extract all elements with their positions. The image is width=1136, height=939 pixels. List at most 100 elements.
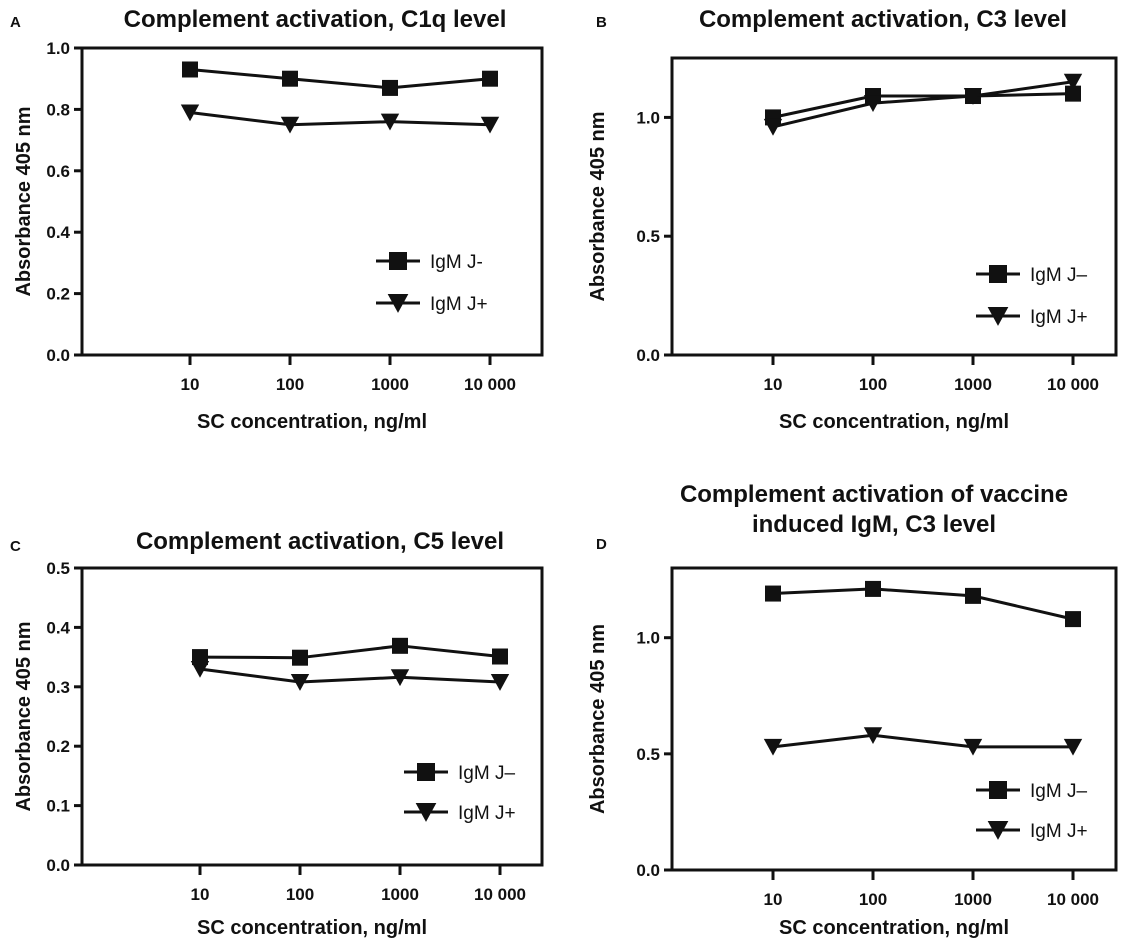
y-tick-label: 0.4 xyxy=(46,618,70,637)
panel-b: B Complement activation, C3 level 0.0 0.5… xyxy=(568,0,1136,440)
triangle-marker xyxy=(490,674,510,691)
chart-title: Complement activation, C3 level xyxy=(698,6,1068,33)
triangle-marker xyxy=(963,738,983,756)
chart-title: Complement activation, C1q level xyxy=(123,6,507,33)
panel-letter: A xyxy=(10,14,21,31)
x-axis-label: SC concentration, ng/ml xyxy=(779,411,1009,433)
y-tick-label: 0.4 xyxy=(46,223,70,242)
legend: IgM J- IgM J+ xyxy=(376,252,488,315)
x-tick-label: 10 xyxy=(181,375,200,394)
panel-d: D Complement activation of vaccine induc… xyxy=(568,480,1136,939)
plot-area: 0.0 0.5 1.0 10 100 1000 10 000 SC concentration… xyxy=(587,566,1118,939)
y-axis-label: Absorbance 405 nm xyxy=(587,624,609,814)
triangle-marker xyxy=(190,660,210,678)
square-marker xyxy=(392,637,408,654)
legend-marker xyxy=(987,821,1009,840)
axis-frame xyxy=(670,56,1118,357)
y-tick-label: 0.8 xyxy=(46,100,70,119)
square-marker xyxy=(865,580,881,597)
legend-label: IgM J– xyxy=(1030,781,1087,802)
panel-a: A Complement activation, C1q level 0.0 0.… xyxy=(0,0,568,440)
plot-area: 0.0 0.5 1.0 10 100 1000 10 000 SC concentration… xyxy=(587,56,1118,433)
panel-letter: D xyxy=(596,536,607,553)
y-tick-label: 0.5 xyxy=(636,227,660,246)
x-tick-label: 100 xyxy=(859,375,887,394)
y-tick-label: 0.0 xyxy=(46,346,70,365)
square-marker xyxy=(382,79,398,96)
legend-label: IgM J+ xyxy=(1030,307,1088,328)
legend-label: IgM J+ xyxy=(458,803,516,824)
triangle-marker xyxy=(863,95,883,112)
x-tick-label: 100 xyxy=(286,885,314,904)
legend-marker xyxy=(989,265,1007,283)
series-line-2 xyxy=(189,110,491,127)
triangle-marker xyxy=(863,727,883,745)
legend-marker xyxy=(387,294,409,313)
y-tick-label: 1.0 xyxy=(636,629,660,648)
x-tick-label: 10 xyxy=(764,890,783,909)
y-tick-label: 1.0 xyxy=(46,39,70,58)
y-tick-label: 1.0 xyxy=(636,108,660,127)
y-tick-label: 0.5 xyxy=(46,559,70,578)
square-marker xyxy=(1065,85,1081,102)
y-axis-label: Absorbance 405 nm xyxy=(13,621,35,811)
square-marker xyxy=(282,70,298,87)
legend-marker xyxy=(987,307,1009,326)
x-axis-label: SC concentration, ng/ml xyxy=(197,917,427,939)
y-tick-label: 0.2 xyxy=(46,285,70,304)
y-tick-label: 0.0 xyxy=(636,861,660,880)
x-tick-label: 10 000 xyxy=(464,375,516,394)
legend-marker xyxy=(389,252,407,270)
x-tick-label: 10 000 xyxy=(1047,890,1099,909)
triangle-marker xyxy=(763,118,783,136)
legend-marker xyxy=(415,803,437,822)
triangle-marker xyxy=(180,104,200,122)
x-tick-label: 1000 xyxy=(954,375,992,394)
series-line-2 xyxy=(772,733,1073,749)
legend-marker xyxy=(417,763,435,781)
x-tick-label: 10 xyxy=(764,375,783,394)
y-tick-label: 0.1 xyxy=(46,797,70,816)
axis-frame xyxy=(80,566,544,867)
x-axis-label: SC concentration, ng/ml xyxy=(779,917,1009,939)
axis-frame xyxy=(80,46,544,357)
chart-title: Complement activation, C5 level xyxy=(135,528,505,555)
axis-frame xyxy=(670,566,1118,872)
series-line-1 xyxy=(772,92,1074,119)
x-tick-label: 10 000 xyxy=(1047,375,1099,394)
x-tick-label: 10 xyxy=(191,885,210,904)
x-tick-label: 1000 xyxy=(381,885,419,904)
chart-title-line-2: induced IgM, C3 level xyxy=(751,511,997,538)
series-line-1 xyxy=(199,644,501,660)
triangle-marker xyxy=(963,88,983,105)
legend: IgM J– IgM J+ xyxy=(976,265,1088,328)
plot-area: 0.0 0.2 0.4 0.6 0.8 1.0 10 100 1000 10 000 SC conc… xyxy=(13,39,544,433)
panel-letter: B xyxy=(596,14,607,31)
square-marker xyxy=(965,587,981,604)
x-tick-label: 1000 xyxy=(371,375,409,394)
y-tick-label: 0.2 xyxy=(46,737,70,756)
chart-title-line-1: Complement activation of vaccine xyxy=(679,481,1069,508)
y-tick-label: 0.6 xyxy=(46,162,70,181)
panel-letter: C xyxy=(10,538,21,555)
square-marker xyxy=(182,61,198,78)
square-marker xyxy=(482,70,498,87)
triangle-marker xyxy=(380,113,400,131)
y-tick-label: 0.0 xyxy=(636,346,660,365)
plot-area: 0.0 0.1 0.2 0.3 0.4 0.5 10 100 1000 10 000 SC conc… xyxy=(13,559,544,939)
legend-label: IgM J– xyxy=(458,763,515,784)
y-axis-label: Absorbance 405 nm xyxy=(13,106,35,296)
square-marker xyxy=(492,648,508,665)
triangle-marker xyxy=(1063,73,1083,91)
series-line-2 xyxy=(772,80,1074,129)
x-tick-label: 100 xyxy=(276,375,304,394)
triangle-marker xyxy=(480,116,500,134)
triangle-marker xyxy=(290,674,310,691)
y-tick-label: 0.0 xyxy=(46,856,70,875)
legend-label: IgM J+ xyxy=(1030,821,1088,842)
legend-label: IgM J– xyxy=(1030,265,1087,286)
x-axis-label: SC concentration, ng/ml xyxy=(197,411,427,433)
legend-label: IgM J- xyxy=(430,252,483,273)
triangle-marker xyxy=(763,738,783,756)
